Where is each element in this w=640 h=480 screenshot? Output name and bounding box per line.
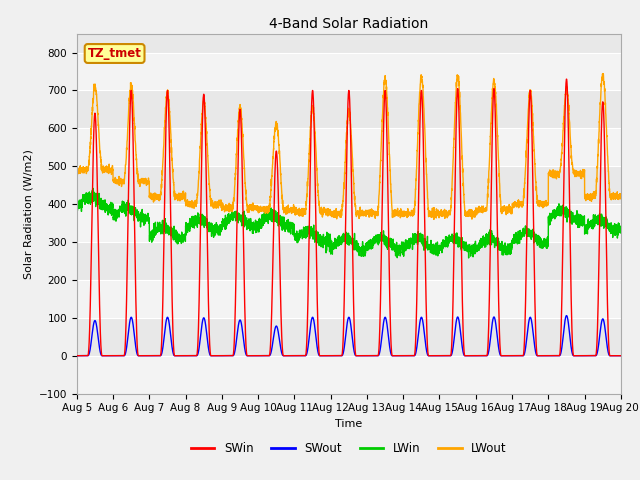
LWout [502,206,509,212]
Bar [77,356,621,394]
SWout [471,353,479,359]
LWout [430,216,438,222]
LWout [171,188,179,194]
SWout [502,353,509,359]
Line: SWout: SWout [77,315,621,356]
SWout [73,353,81,359]
SWin [73,353,81,359]
Line: LWin: LWin [77,188,621,258]
SWin [617,353,625,359]
LWout [441,206,449,212]
LWout [328,211,336,217]
SWin [471,353,479,359]
Bar [77,204,621,242]
SWin [328,353,336,359]
LWin [171,235,179,240]
SWin [440,353,448,359]
SWout [617,353,625,359]
LWout [599,71,607,76]
LWin [329,245,337,251]
Text: TZ_tmet: TZ_tmet [88,47,141,60]
LWin [89,185,97,191]
LWout [617,195,625,201]
LWin [617,230,625,236]
SWout [328,353,336,359]
SWout [440,353,448,359]
Y-axis label: Solar Radiation (W/m2): Solar Radiation (W/m2) [23,149,33,278]
Title: 4-Band Solar Radiation: 4-Band Solar Radiation [269,17,428,31]
LWin [616,226,624,231]
LWout [471,208,479,214]
Bar [77,128,621,166]
Legend: SWin, SWout, LWin, LWout: SWin, SWout, LWin, LWout [186,437,511,460]
LWout [73,167,81,173]
SWout [563,312,570,318]
SWin [563,76,570,82]
Bar [77,52,621,90]
LWin [73,205,81,211]
LWin [465,255,472,261]
LWin [441,242,449,248]
LWin [502,246,509,252]
LWout [616,191,624,196]
X-axis label: Time: Time [335,419,362,429]
SWout [616,353,624,359]
SWout [171,353,179,359]
Line: SWin: SWin [77,79,621,356]
SWin [171,353,179,359]
SWin [502,353,509,359]
SWin [616,353,624,359]
Line: LWout: LWout [77,73,621,219]
LWin [471,242,479,248]
Bar [77,280,621,318]
